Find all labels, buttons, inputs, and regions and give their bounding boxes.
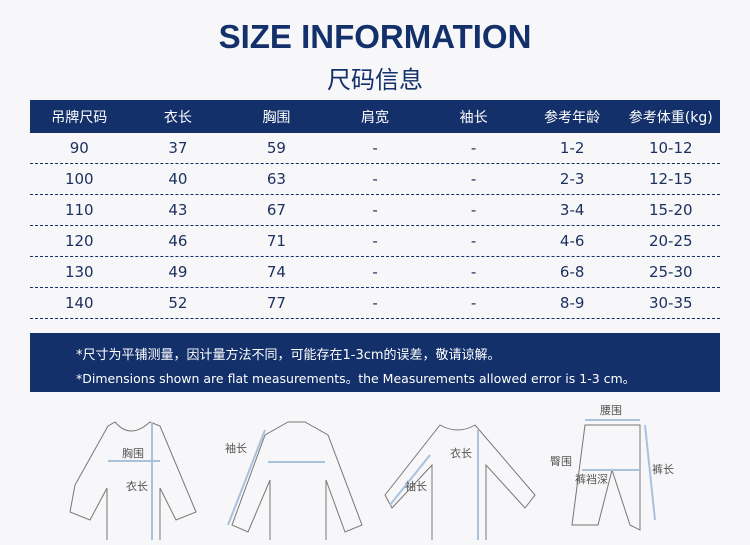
table-cell: 90 xyxy=(69,139,89,157)
table-row: 110 43 67 - - 3-4 15-20 xyxy=(30,195,720,226)
sweater-diagram: 衣长 袖长 xyxy=(384,424,536,540)
table-cell: 74 xyxy=(266,263,286,281)
table-cell: 49 xyxy=(168,263,188,281)
table-cell: 59 xyxy=(266,139,286,157)
table-cell: 15-20 xyxy=(648,201,693,219)
table-header: 吊牌尺码 衣长 胸围 肩宽 袖长 参考年龄 参考体重(kg) xyxy=(30,100,720,133)
table-row: 90 37 59 - - 1-2 10-12 xyxy=(30,133,720,164)
table-cell: 1-2 xyxy=(559,139,585,157)
note-chinese: *尺寸为平铺测量，因计量方法不同，可能存在1-3cm的误差，敬请谅解。 xyxy=(76,348,501,363)
table-cell: 20-25 xyxy=(648,232,693,250)
table-row: 120 46 71 - - 4-6 20-25 xyxy=(30,226,720,257)
table-cell: - xyxy=(372,139,378,157)
header-cell: 参考年龄 xyxy=(544,109,601,126)
table-cell: - xyxy=(372,232,378,250)
header-cell: 衣长 xyxy=(163,109,192,126)
page-subtitle: 尺码信息 xyxy=(327,66,423,94)
table-cell: - xyxy=(470,201,477,219)
table-cell: 140 xyxy=(64,294,94,312)
table-cell: - xyxy=(470,139,477,157)
header-cell: 袖长 xyxy=(459,109,488,126)
label-length: 衣长 xyxy=(450,446,472,460)
measurement-note: *尺寸为平铺测量，因计量方法不同，可能存在1-3cm的误差，敬请谅解。 *Dim… xyxy=(30,333,720,392)
table-cell: 4-6 xyxy=(559,232,585,250)
table-cell: 37 xyxy=(168,139,188,157)
table-cell: 120 xyxy=(64,232,94,250)
label-hip: 臀围 xyxy=(550,455,572,468)
table-cell: 52 xyxy=(168,294,188,312)
table-cell: 6-8 xyxy=(559,263,585,281)
table-cell: - xyxy=(470,232,477,250)
header-cell: 胸围 xyxy=(262,109,291,126)
label-pants-length: 裤长 xyxy=(652,462,674,476)
table-cell: 10-12 xyxy=(648,139,693,157)
label-rise: 裤裆深 xyxy=(575,472,608,486)
table-cell: 25-30 xyxy=(648,263,693,281)
table-cell: 67 xyxy=(266,201,286,219)
label-sleeve: 袖长 xyxy=(225,441,247,455)
table-cell: - xyxy=(372,263,378,281)
table-row: 130 49 74 - - 6-8 25-30 xyxy=(30,257,720,288)
shirt-diagram: 袖长 xyxy=(225,421,363,540)
table-cell: - xyxy=(470,263,477,281)
label-length: 衣长 xyxy=(126,479,148,493)
table-cell: 2-3 xyxy=(559,170,585,188)
table-cell: 71 xyxy=(266,232,286,250)
tshirt-diagram: 胸围 衣长 xyxy=(69,421,197,540)
table-row: 100 40 63 - - 2-3 12-15 xyxy=(30,164,720,195)
table-cell: 40 xyxy=(168,170,188,188)
table-cell: - xyxy=(470,294,477,312)
measurement-diagrams: 胸围 衣长 袖长 衣长 袖长 腰围 臀围 裤裆深 裤长 xyxy=(69,404,674,540)
label-chest: 胸围 xyxy=(122,446,144,460)
note-english: *Dimensions shown are flat measurements。… xyxy=(76,371,636,386)
table-cell: 46 xyxy=(168,232,188,250)
table-cell: 3-4 xyxy=(559,201,585,219)
table-cell: 43 xyxy=(168,201,188,219)
header-cell: 吊牌尺码 xyxy=(51,109,108,126)
table-cell: - xyxy=(372,201,378,219)
header-cell: 肩宽 xyxy=(361,109,390,126)
page-title: SIZE INFORMATION xyxy=(218,18,532,55)
table-cell: 77 xyxy=(266,294,286,312)
table-cell: 130 xyxy=(64,263,94,281)
header-cell: 参考体重(kg) xyxy=(628,109,713,126)
label-sleeve: 袖长 xyxy=(405,479,427,493)
pants-diagram: 腰围 臀围 裤裆深 裤长 xyxy=(550,404,674,531)
table-cell: 8-9 xyxy=(559,294,585,312)
label-waist: 腰围 xyxy=(600,404,622,417)
table-cell: 110 xyxy=(64,201,94,219)
table-cell: - xyxy=(372,294,378,312)
size-table: 吊牌尺码 衣长 胸围 肩宽 袖长 参考年龄 参考体重(kg) 90 37 59- -1… xyxy=(30,100,720,319)
table-cell: - xyxy=(372,170,378,188)
table-cell: 100 xyxy=(64,170,94,188)
table-cell: 12-15 xyxy=(648,170,693,188)
table-cell: - xyxy=(470,170,477,188)
table-cell: 30-35 xyxy=(648,294,693,312)
table-row: 140 52 77 - - 8-9 30-35 xyxy=(30,288,720,319)
table-cell: 63 xyxy=(266,170,286,188)
